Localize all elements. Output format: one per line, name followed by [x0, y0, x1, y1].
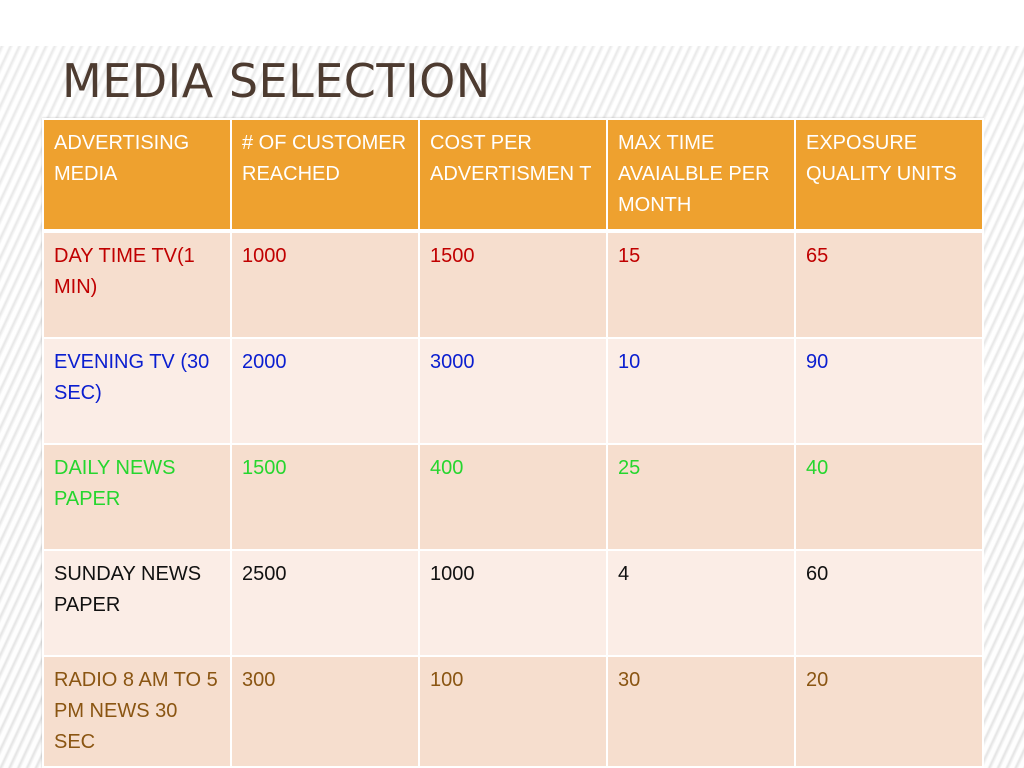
table-row: SUNDAY NEWS PAPER 2500 1000 4 60	[42, 549, 984, 657]
header-max-time-per-month: MAX TIME AVAIALBLE PER MONTH	[606, 118, 796, 233]
table-header-row: ADVERTISING MEDIA # OF CUSTOMER REACHED …	[42, 118, 984, 233]
cell-media: DAY TIME TV(1 MIN)	[42, 230, 232, 339]
cell-media: DAILY NEWS PAPER	[42, 443, 232, 551]
media-table-container: ADVERTISING MEDIA # OF CUSTOMER REACHED …	[42, 118, 984, 768]
cell-customers-reached: 2000	[230, 337, 420, 445]
cell-media: EVENING TV (30 SEC)	[42, 337, 232, 445]
slide-top-band	[0, 0, 1024, 46]
cell-customers-reached: 2500	[230, 549, 420, 657]
cell-cost-per-advertisement: 1500	[418, 230, 608, 339]
cell-customers-reached: 1000	[230, 230, 420, 339]
cell-max-time-per-month: 4	[606, 549, 796, 657]
table-header: ADVERTISING MEDIA # OF CUSTOMER REACHED …	[42, 118, 984, 233]
header-exposure-quality-units: EXPOSURE QUALITY UNITS	[794, 118, 984, 233]
cell-max-time-per-month: 30	[606, 655, 796, 768]
table-row: EVENING TV (30 SEC) 2000 3000 10 90	[42, 337, 984, 445]
header-customers-reached: # OF CUSTOMER REACHED	[230, 118, 420, 233]
header-advertising-media: ADVERTISING MEDIA	[42, 118, 232, 233]
cell-max-time-per-month: 15	[606, 230, 796, 339]
cell-media: SUNDAY NEWS PAPER	[42, 549, 232, 657]
cell-cost-per-advertisement: 400	[418, 443, 608, 551]
cell-max-time-per-month: 10	[606, 337, 796, 445]
cell-customers-reached: 1500	[230, 443, 420, 551]
cell-cost-per-advertisement: 100	[418, 655, 608, 768]
cell-cost-per-advertisement: 3000	[418, 337, 608, 445]
table-row: DAILY NEWS PAPER 1500 400 25 40	[42, 443, 984, 551]
slide-title: MEDIA SELECTION	[62, 54, 491, 108]
table-row: DAY TIME TV(1 MIN) 1000 1500 15 65	[42, 230, 984, 339]
cell-media: RADIO 8 AM TO 5 PM NEWS 30 SEC	[42, 655, 232, 768]
cell-exposure-quality-units: 65	[794, 230, 984, 339]
cell-customers-reached: 300	[230, 655, 420, 768]
cell-max-time-per-month: 25	[606, 443, 796, 551]
cell-exposure-quality-units: 60	[794, 549, 984, 657]
header-cost-per-advertisement: COST PER ADVERTISMEN T	[418, 118, 608, 233]
table-row: RADIO 8 AM TO 5 PM NEWS 30 SEC 300 100 3…	[42, 655, 984, 768]
cell-exposure-quality-units: 20	[794, 655, 984, 768]
cell-exposure-quality-units: 90	[794, 337, 984, 445]
cell-exposure-quality-units: 40	[794, 443, 984, 551]
table-body: DAY TIME TV(1 MIN) 1000 1500 15 65 EVENI…	[42, 230, 984, 768]
cell-cost-per-advertisement: 1000	[418, 549, 608, 657]
media-selection-table: ADVERTISING MEDIA # OF CUSTOMER REACHED …	[42, 118, 984, 768]
